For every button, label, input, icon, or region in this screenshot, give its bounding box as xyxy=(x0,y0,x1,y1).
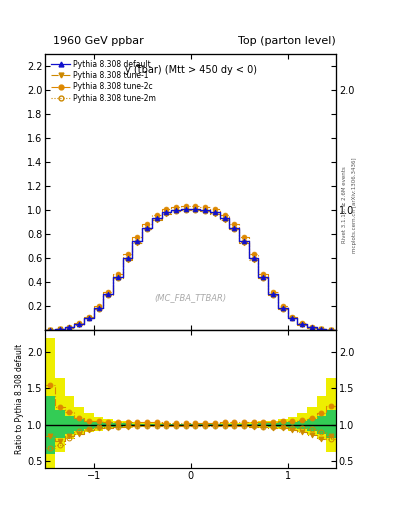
Y-axis label: Ratio to Pythia 8.308 default: Ratio to Pythia 8.308 default xyxy=(15,344,24,455)
Text: y (t̅bar) (Mtt > 450 dy < 0): y (t̅bar) (Mtt > 450 dy < 0) xyxy=(125,65,257,75)
Text: Rivet 3.1.10, ≥ 2.6M events: Rivet 3.1.10, ≥ 2.6M events xyxy=(342,166,347,243)
Text: (MC_FBA_TTBAR): (MC_FBA_TTBAR) xyxy=(154,293,227,303)
Text: 1960 GeV ppbar: 1960 GeV ppbar xyxy=(53,36,144,46)
Text: Top (parton level): Top (parton level) xyxy=(238,36,336,46)
Text: mcplots.cern.ch [arXiv:1306.3436]: mcplots.cern.ch [arXiv:1306.3436] xyxy=(352,157,357,252)
Legend: Pythia 8.308 default, Pythia 8.308 tune-1, Pythia 8.308 tune-2c, Pythia 8.308 tu: Pythia 8.308 default, Pythia 8.308 tune-… xyxy=(49,57,159,105)
